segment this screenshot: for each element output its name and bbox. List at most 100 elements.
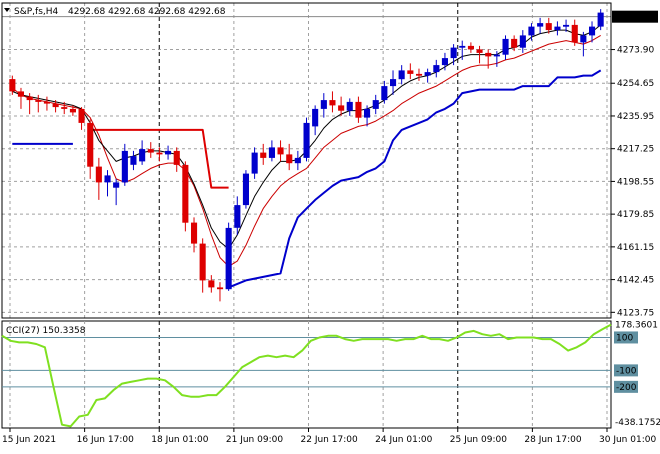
candle-body xyxy=(156,152,163,155)
candle-body xyxy=(312,108,319,127)
candle-body xyxy=(571,24,578,43)
candle-body xyxy=(372,100,379,109)
ohlc-header-label: 4292.68 4292.68 4292.68 4292.68 xyxy=(68,7,226,17)
candle xyxy=(554,21,561,36)
candle xyxy=(121,143,128,186)
candle xyxy=(182,161,189,232)
candle xyxy=(329,91,336,113)
candle-body xyxy=(502,38,509,55)
candle-body xyxy=(467,45,474,50)
candle xyxy=(87,119,94,179)
candle xyxy=(519,30,526,53)
candle xyxy=(303,117,310,162)
candle-body xyxy=(199,243,206,281)
candle xyxy=(286,143,293,171)
price-tick-label: 4198.55 xyxy=(617,177,654,187)
candle xyxy=(69,105,76,116)
candle xyxy=(312,105,319,136)
candles xyxy=(9,9,604,302)
candle-body xyxy=(485,52,492,57)
candle xyxy=(485,49,492,69)
price-tick-label: 4142.45 xyxy=(617,276,654,286)
cci-grid xyxy=(2,321,611,428)
candle xyxy=(173,147,180,172)
symbol-label: S&P,fs,H4 xyxy=(14,7,59,17)
candle xyxy=(407,63,414,80)
candle xyxy=(43,96,50,111)
cci-pane-border xyxy=(1,320,612,429)
candle xyxy=(372,94,379,115)
candle-body xyxy=(95,166,102,183)
candle-body xyxy=(242,173,249,206)
candle xyxy=(113,178,120,206)
candle-body xyxy=(182,164,189,223)
candle xyxy=(104,170,111,197)
candle xyxy=(493,51,500,67)
candle xyxy=(364,105,371,127)
candle xyxy=(199,238,206,293)
candle xyxy=(95,157,102,200)
candle-body xyxy=(26,96,33,101)
candle-body xyxy=(17,91,24,97)
candle xyxy=(165,145,172,160)
candle xyxy=(381,80,388,104)
candle xyxy=(537,17,544,34)
candle-body xyxy=(9,79,16,92)
candle-body xyxy=(528,26,535,36)
envelope-blue-line xyxy=(228,69,602,289)
candle xyxy=(416,68,423,81)
candle-body xyxy=(52,103,59,108)
candle xyxy=(208,275,215,293)
candle-body xyxy=(173,150,180,165)
ma-slow-red-line xyxy=(11,34,601,267)
last-price-box xyxy=(612,10,658,23)
candle-body xyxy=(493,54,500,57)
candle-body xyxy=(580,35,587,43)
candle-body xyxy=(537,23,544,27)
time-tick-label: 18 Jun 01:00 xyxy=(151,435,208,445)
candle xyxy=(191,217,198,253)
candle xyxy=(78,107,85,130)
envelope-red-line xyxy=(90,128,229,189)
cci-line xyxy=(1,323,612,428)
candle xyxy=(234,196,241,235)
time-tick-label: 28 Jun 17:00 xyxy=(524,435,581,445)
candle-body xyxy=(589,26,596,36)
candle-body xyxy=(225,227,232,290)
candle-body xyxy=(147,149,154,153)
candle-body xyxy=(69,108,76,113)
candle-body xyxy=(217,287,224,290)
candle-body xyxy=(121,150,128,183)
cci-level-box xyxy=(614,331,638,344)
candle xyxy=(502,35,509,60)
cci-level-box xyxy=(614,364,638,377)
candle xyxy=(61,101,68,115)
candle-body xyxy=(165,150,172,155)
candle-body xyxy=(398,70,405,80)
candle xyxy=(597,9,604,31)
cci-indicator-label: CCI(27) 150.3358 xyxy=(6,326,86,336)
candle xyxy=(545,17,552,34)
candle-body xyxy=(251,152,258,174)
candle-body xyxy=(433,65,440,73)
candle-body xyxy=(113,182,120,188)
candle xyxy=(52,100,59,113)
candle-body xyxy=(87,122,94,167)
candle-body xyxy=(441,58,448,66)
candle xyxy=(433,59,440,78)
candle-body xyxy=(78,108,85,123)
candle xyxy=(217,282,224,302)
candle-body xyxy=(545,23,552,31)
candle xyxy=(459,40,466,60)
time-tick-label: 25 Jun 09:00 xyxy=(450,435,507,445)
candle-body xyxy=(208,280,215,288)
candle xyxy=(17,87,24,109)
cci-current-value-label: 178.3601 xyxy=(615,321,658,331)
candle xyxy=(571,19,578,46)
time-tick-label: 16 Jun 17:00 xyxy=(77,435,134,445)
candle-body xyxy=(563,24,570,27)
last-price-label: 4292.68 xyxy=(615,13,652,23)
cci-level-label: -100 xyxy=(616,366,637,376)
candle xyxy=(139,140,146,165)
